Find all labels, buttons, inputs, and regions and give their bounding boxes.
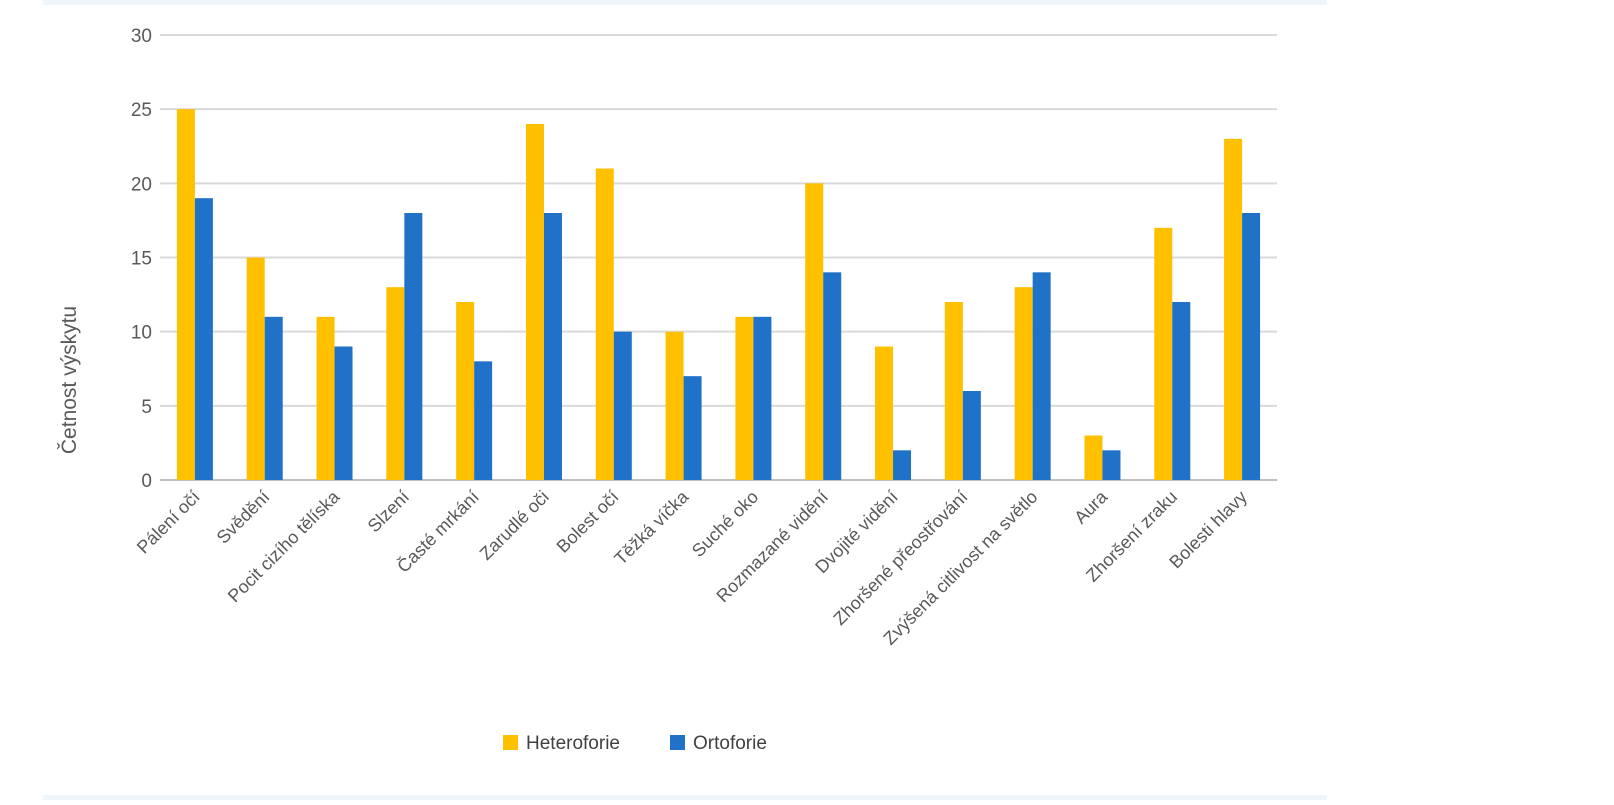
y-tick-label: 0 <box>141 471 152 492</box>
x-tick-label: Suché oko <box>688 487 762 561</box>
x-tick-label: Aura <box>1070 486 1112 528</box>
bar-heteroforie <box>456 302 475 480</box>
top-divider <box>43 0 1327 5</box>
x-tick-label: Zhoršené přeostřování <box>829 487 971 629</box>
bar-ortoforie <box>334 346 353 480</box>
bar-heteroforie <box>1014 287 1033 480</box>
x-tick-label: Svědění <box>213 487 274 548</box>
bar-heteroforie <box>805 183 824 481</box>
legend-swatch-heteroforie <box>503 735 518 750</box>
legend-swatch-ortoforie <box>670 735 685 750</box>
x-tick-label: Slzení <box>364 487 414 537</box>
bar-heteroforie <box>1084 435 1103 480</box>
bar-heteroforie <box>875 346 894 480</box>
bar-ortoforie <box>474 361 493 480</box>
bar-heteroforie <box>944 302 963 480</box>
bar-heteroforie <box>665 331 684 480</box>
x-tick-label: Pálení očí <box>133 487 204 558</box>
bar-heteroforie <box>176 109 195 481</box>
y-tick-label: 5 <box>141 397 152 418</box>
y-tick-label: 25 <box>131 100 152 121</box>
legend: Heteroforie Ortoforie <box>503 733 767 754</box>
bar-ortoforie <box>683 376 702 480</box>
x-tick-label: Bolest očí <box>553 487 623 557</box>
y-axis-label: Četnost výskytu <box>58 306 81 454</box>
bar-heteroforie <box>316 316 335 480</box>
y-tick-label: 30 <box>131 26 152 47</box>
bar-heteroforie <box>386 287 405 480</box>
legend-label-heteroforie: Heteroforie <box>526 733 620 754</box>
bar-ortoforie <box>823 272 842 480</box>
bar-heteroforie <box>525 124 544 480</box>
y-tick-label: 20 <box>131 174 152 195</box>
legend-label-ortoforie: Ortoforie <box>693 733 767 754</box>
bar-ortoforie <box>962 391 981 480</box>
bar-ortoforie <box>1102 450 1121 480</box>
y-tick-label: 10 <box>131 323 152 344</box>
bar-heteroforie <box>595 168 614 480</box>
bar-ortoforie <box>1032 272 1051 480</box>
x-tick-label: Zarudlé oči <box>476 487 553 564</box>
y-tick-label: 15 <box>131 249 152 270</box>
bar-ortoforie <box>264 316 283 480</box>
bar-ortoforie <box>613 331 632 480</box>
bar-ortoforie <box>893 450 912 480</box>
x-tick-label: Těžká víčka <box>610 486 693 569</box>
y-axis-ticks: 0 5 10 15 20 25 30 <box>131 26 152 492</box>
bar-ortoforie <box>1172 302 1191 480</box>
bar-ortoforie <box>194 198 213 480</box>
bar-ortoforie <box>543 213 562 480</box>
bars <box>176 109 1261 481</box>
bar-heteroforie <box>1154 227 1173 480</box>
bar-ortoforie <box>753 316 772 480</box>
bottom-divider <box>43 795 1327 800</box>
bar-heteroforie <box>735 316 754 480</box>
bar-heteroforie <box>246 257 265 480</box>
bar-heteroforie <box>1224 138 1243 481</box>
bar-ortoforie <box>1242 213 1261 480</box>
bar-ortoforie <box>404 213 423 480</box>
